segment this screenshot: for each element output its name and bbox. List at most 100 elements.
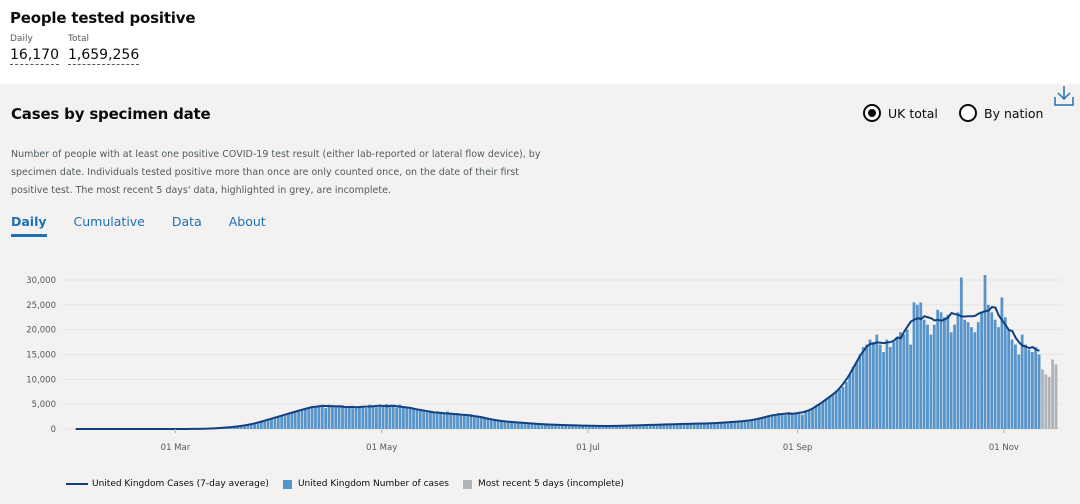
bar	[777, 413, 781, 429]
bar	[1041, 369, 1044, 429]
bar	[567, 425, 571, 429]
bar	[500, 421, 503, 429]
bar	[801, 414, 804, 429]
download-button[interactable]	[1053, 84, 1075, 108]
bar	[936, 309, 940, 429]
bar	[303, 408, 307, 429]
tab-about[interactable]: About	[228, 214, 266, 229]
bar	[797, 413, 801, 429]
bar	[432, 411, 436, 429]
bar	[899, 332, 902, 429]
bar	[571, 425, 574, 429]
bar	[983, 275, 987, 429]
bar	[462, 415, 466, 429]
bar	[986, 304, 990, 429]
tab-cumulative[interactable]: Cumulative	[73, 214, 145, 229]
bar	[692, 423, 696, 429]
bar	[374, 407, 378, 429]
bar	[266, 419, 270, 429]
tab-data[interactable]: Data	[171, 214, 202, 229]
bar	[554, 424, 557, 429]
headline-summary: People tested positive Daily 16,170 Tota…	[0, 0, 1080, 84]
bar	[337, 407, 341, 429]
bar	[581, 425, 584, 429]
bar	[773, 414, 777, 429]
bar	[358, 406, 361, 429]
bar	[253, 423, 256, 429]
bar	[828, 396, 831, 429]
bar	[655, 424, 659, 429]
legend-item-incomplete[interactable]: Most recent 5 days (incomplete)	[462, 479, 624, 489]
bar	[817, 404, 821, 429]
bar	[445, 411, 449, 429]
bar	[483, 418, 486, 429]
x-tick-label: 01 Nov	[989, 443, 1019, 453]
legend-item-cases[interactable]: United Kingdom Number of cases	[282, 479, 449, 489]
legend-item-average[interactable]: United Kingdom Cases (7-day average)	[66, 479, 269, 489]
bar	[510, 422, 513, 429]
bar	[932, 324, 936, 429]
bar	[293, 411, 297, 429]
bar	[794, 412, 798, 429]
x-tick-label: 01 Jul	[576, 443, 600, 453]
bar	[256, 422, 260, 429]
bar	[780, 414, 784, 429]
download-icon	[1054, 86, 1074, 106]
radio-by-nation[interactable]: By nation	[959, 104, 1043, 122]
radio-uk-total[interactable]: UK total	[863, 104, 938, 122]
bar	[276, 416, 280, 429]
bar	[696, 423, 699, 429]
bar	[344, 406, 348, 429]
bar	[767, 416, 770, 429]
bar	[263, 420, 267, 429]
y-tick-label: 5,000	[32, 400, 56, 410]
bar	[1047, 376, 1051, 429]
bar	[560, 425, 564, 429]
bar	[709, 423, 713, 429]
bar	[949, 332, 953, 429]
bar	[283, 414, 287, 429]
metric-total-value[interactable]: 1,659,256	[68, 47, 140, 65]
bar	[939, 312, 943, 429]
bar	[1044, 374, 1048, 429]
bar	[679, 424, 683, 429]
bar	[388, 406, 392, 429]
legend-line-swatch	[66, 483, 88, 485]
bar	[547, 424, 551, 429]
cases-chart: 0 5,000 10,000 15,000 20,000 25,000 30,000 01 M…	[0, 266, 1080, 466]
bar	[628, 425, 632, 429]
bar	[882, 352, 885, 429]
bar	[584, 425, 588, 429]
tab-daily[interactable]: Daily	[11, 214, 47, 237]
bar	[439, 413, 442, 429]
metric-daily-value[interactable]: 16,170	[10, 47, 59, 65]
bar	[686, 423, 689, 429]
bar	[287, 413, 290, 429]
bar	[310, 406, 314, 429]
bar	[959, 277, 963, 429]
bar	[956, 312, 960, 429]
bar	[435, 413, 439, 429]
bar	[574, 425, 578, 429]
bar	[615, 425, 618, 429]
bar	[280, 415, 284, 429]
bar	[405, 408, 409, 429]
bar	[760, 418, 764, 429]
legend-grey-swatch	[462, 479, 472, 489]
y-tick-label: 0	[51, 425, 56, 435]
bar	[912, 302, 916, 429]
bar	[496, 420, 500, 429]
bar	[970, 327, 973, 429]
bar	[878, 344, 882, 429]
x-tick-label: 01 Mar	[161, 443, 191, 453]
bar	[452, 414, 456, 429]
y-tick-label: 30,000	[26, 276, 56, 286]
bar	[851, 366, 855, 429]
bar	[1014, 344, 1017, 429]
legend-incomplete-label: Most recent 5 days (incomplete)	[477, 479, 624, 489]
bar	[449, 414, 453, 429]
bar	[354, 407, 358, 429]
bar	[317, 405, 321, 429]
bar	[239, 426, 243, 429]
card-title: Cases by specimen date	[11, 105, 211, 123]
